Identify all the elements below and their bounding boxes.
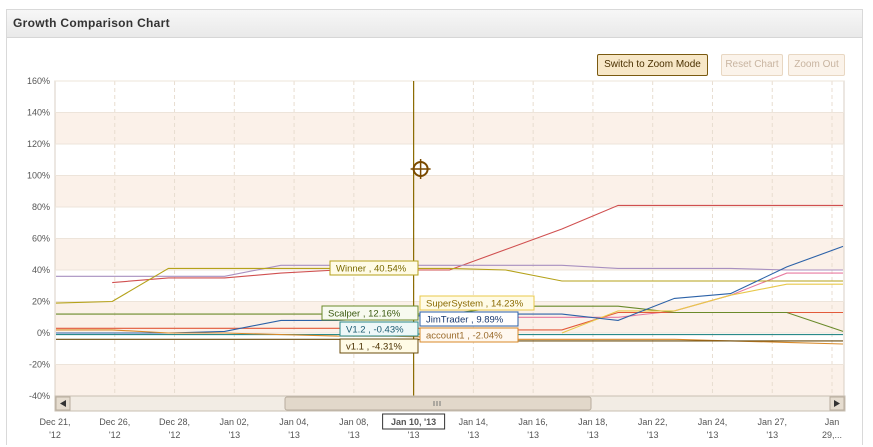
x-tick-highlight-box [382, 413, 446, 430]
arrow-right-icon [834, 400, 840, 407]
tooltip-v1-1: v1.1 , -4.31% [346, 342, 403, 353]
arrow-left-icon [60, 400, 66, 407]
x-tick-label: Jan 14, [459, 417, 489, 427]
scrollbar-grip-icon [433, 401, 441, 406]
x-tick-label-line2: '13 [228, 430, 240, 440]
x-tick-label: Jan 22, [638, 417, 668, 427]
y-tick-label: 120% [27, 139, 50, 149]
y-tick-label: 20% [32, 297, 50, 307]
x-tick-label-line2: '13 [587, 430, 599, 440]
tooltip-account1: account1 , -2.04% [426, 331, 503, 342]
series-line-supersystem [561, 283, 843, 334]
tooltip-jimtrader: JimTrader , 9.89% [426, 315, 504, 326]
tooltip-v1-2: V1.2 , -0.43% [346, 325, 404, 336]
y-tick-label: 100% [27, 171, 50, 181]
series-line-winner [55, 267, 843, 304]
x-tick-label: Jan 16, [518, 417, 548, 427]
tooltip-box-v1-2 [339, 321, 419, 337]
y-tick-label: 60% [32, 234, 50, 244]
x-tick-label: Jan 18, [578, 417, 608, 427]
tooltip-winner: Winner , 40.54% [336, 264, 407, 275]
x-tick-label-line2: '12 [49, 430, 61, 440]
x-tick-label-line2: '13 [408, 430, 420, 440]
switch-zoom-mode-button[interactable]: Switch to Zoom Mode [597, 54, 708, 76]
reset-chart-button[interactable]: Reset Chart [721, 54, 783, 76]
x-tick-label-line2: '13 [527, 430, 539, 440]
y-tick-label: 40% [32, 265, 50, 275]
x-tick-label-line2: '13 [468, 430, 480, 440]
series-line [56, 264, 843, 277]
tooltip-box-scalper [321, 305, 419, 321]
x-tick-label: Jan 27, [757, 417, 787, 427]
scrollbar-thumb[interactable] [284, 396, 592, 411]
x-tick-label: Jan [825, 417, 840, 427]
x-tick-label-line2: '13 [707, 430, 719, 440]
plot-band [55, 364, 844, 396]
y-tick-label: 80% [32, 202, 50, 212]
zoom-out-button[interactable]: Zoom Out [788, 54, 845, 76]
x-tick-label: Jan 02, [220, 417, 250, 427]
x-tick-label-line2: '13 [766, 430, 778, 440]
x-tick-label-line2: '13 [647, 430, 659, 440]
series-line [112, 204, 843, 284]
y-tick-label: 140% [27, 108, 50, 118]
tooltip-scalper: Scalper , 12.16% [328, 309, 401, 320]
horizontal-scrollbar[interactable] [54, 395, 846, 412]
panel-title: Growth Comparison Chart [13, 16, 170, 30]
x-tick-label: Dec 26, [99, 417, 130, 427]
y-tick-label: -40% [29, 391, 50, 401]
tooltip-box-supersystem [419, 295, 535, 311]
plot-band [55, 175, 844, 207]
plot-bands [55, 112, 844, 396]
tooltip-box-account1 [419, 327, 519, 343]
x-tick-label: Jan 24, [698, 417, 728, 427]
x-tick-label-line2: '13 [348, 430, 360, 440]
x-tick-label-line2: 29,... [822, 430, 842, 440]
tooltip-supersystem: SuperSystem , 14.23% [426, 299, 524, 310]
x-tick-label: Jan 04, [279, 417, 309, 427]
tooltip-box-v1-1 [339, 338, 419, 354]
y-tick-label: 160% [27, 76, 50, 86]
tooltip-box-jimtrader [419, 311, 519, 327]
x-tick-label-active: Jan 10, '13 [391, 417, 436, 427]
tooltips: Winner , 40.54% SuperSystem , 14.23% Scalp… [321, 260, 535, 354]
y-tick-label: 0% [37, 328, 50, 338]
x-tick-label-line2: '12 [109, 430, 121, 440]
x-tick-label-line2: '12 [169, 430, 181, 440]
plot-band [55, 112, 844, 144]
panel-header: Growth Comparison Chart [7, 10, 862, 38]
x-tick-label: Dec 28, [159, 417, 190, 427]
x-axis-ticks: Dec 21, '12 Dec 26, '12 Dec 28, '12 Jan 02, '13… [39, 413, 842, 440]
y-tick-label: -20% [29, 360, 50, 370]
x-tick-label-line2: '13 [288, 430, 300, 440]
x-tick-label: Dec 21, [39, 417, 70, 427]
x-tick-label: Jan 08, [339, 417, 369, 427]
tooltip-box-winner [329, 260, 419, 276]
